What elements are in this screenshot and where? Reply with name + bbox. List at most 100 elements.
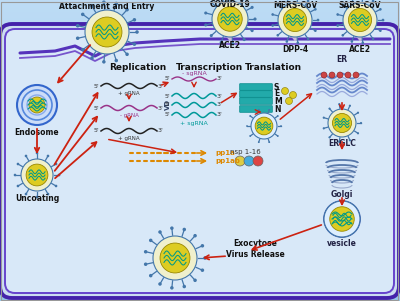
Bar	[0, 47, 400, 48]
Bar	[0, 136, 400, 137]
Bar	[0, 237, 400, 238]
Bar	[0, 26, 400, 27]
Bar	[0, 144, 400, 145]
Bar	[0, 48, 400, 49]
Bar	[0, 298, 400, 299]
Bar	[0, 34, 400, 35]
Circle shape	[357, 132, 359, 134]
Bar	[0, 115, 400, 116]
Circle shape	[203, 256, 207, 260]
Circle shape	[342, 3, 344, 6]
Bar	[0, 225, 400, 226]
Circle shape	[314, 29, 317, 32]
Bar	[0, 41, 400, 42]
Circle shape	[36, 196, 38, 198]
Bar	[0, 214, 400, 215]
Circle shape	[102, 0, 106, 4]
Bar	[0, 68, 400, 69]
Circle shape	[149, 239, 152, 242]
Circle shape	[343, 3, 377, 37]
Bar	[0, 59, 400, 60]
Bar	[0, 118, 400, 119]
Circle shape	[282, 88, 288, 95]
Circle shape	[307, 0, 309, 2]
Bar	[0, 260, 400, 261]
Bar	[0, 174, 400, 175]
Bar	[0, 202, 400, 203]
Circle shape	[92, 17, 122, 47]
Circle shape	[133, 18, 136, 22]
Bar	[0, 176, 400, 177]
Bar	[0, 107, 400, 108]
Circle shape	[21, 159, 53, 191]
Circle shape	[114, 2, 118, 5]
Bar	[0, 116, 400, 117]
Bar	[0, 194, 400, 195]
Circle shape	[144, 250, 148, 253]
Bar	[0, 100, 400, 101]
Text: 3': 3'	[158, 105, 164, 110]
Bar	[0, 247, 400, 248]
Bar	[0, 43, 400, 44]
Bar	[0, 259, 400, 260]
Bar	[0, 228, 400, 229]
Bar	[0, 25, 400, 26]
Circle shape	[81, 13, 84, 16]
Bar	[0, 128, 400, 129]
Circle shape	[258, 109, 260, 111]
Text: Endosome: Endosome	[15, 128, 59, 137]
Bar	[0, 133, 400, 134]
Bar	[0, 54, 400, 55]
Bar	[0, 272, 400, 273]
Bar	[0, 212, 400, 213]
Bar	[0, 105, 400, 106]
Text: ACE2: ACE2	[349, 45, 371, 54]
Bar	[0, 261, 400, 262]
Circle shape	[290, 92, 296, 98]
FancyBboxPatch shape	[240, 84, 272, 90]
Bar	[0, 154, 400, 155]
Circle shape	[204, 23, 207, 26]
Bar	[0, 93, 400, 94]
Circle shape	[125, 53, 129, 56]
Bar	[0, 86, 400, 87]
Circle shape	[182, 285, 186, 288]
Bar	[0, 161, 400, 162]
Text: 5': 5'	[164, 76, 170, 82]
Circle shape	[362, 42, 364, 44]
FancyBboxPatch shape	[240, 98, 272, 104]
Text: 3': 3'	[217, 113, 223, 117]
Circle shape	[212, 1, 248, 37]
Bar	[0, 184, 400, 185]
Bar	[0, 37, 400, 38]
Text: Exocytose
Virus Release: Exocytose Virus Release	[226, 239, 284, 259]
Bar	[0, 98, 400, 99]
Text: 5': 5'	[93, 83, 99, 88]
Bar	[0, 281, 400, 282]
Text: SARS-CoV: SARS-CoV	[339, 1, 381, 10]
Text: Replication: Replication	[109, 64, 167, 73]
Text: 5': 5'	[93, 105, 99, 110]
Bar	[0, 156, 400, 157]
Bar	[0, 188, 400, 189]
Bar	[0, 254, 400, 255]
Bar	[0, 36, 400, 37]
Bar	[0, 6, 400, 7]
Bar	[0, 207, 400, 208]
Text: S: S	[274, 82, 279, 92]
Bar	[0, 53, 400, 54]
Bar	[0, 129, 400, 130]
Text: 3': 3'	[158, 129, 164, 134]
Bar	[0, 181, 400, 182]
Bar	[0, 3, 400, 4]
Bar	[0, 287, 400, 288]
Bar	[0, 113, 400, 114]
Bar	[0, 279, 400, 280]
Circle shape	[372, 0, 374, 2]
Circle shape	[114, 59, 118, 62]
Text: 5': 5'	[164, 94, 170, 98]
Bar	[0, 134, 400, 135]
Bar	[0, 2, 400, 3]
Circle shape	[17, 163, 19, 165]
Bar	[0, 27, 400, 28]
